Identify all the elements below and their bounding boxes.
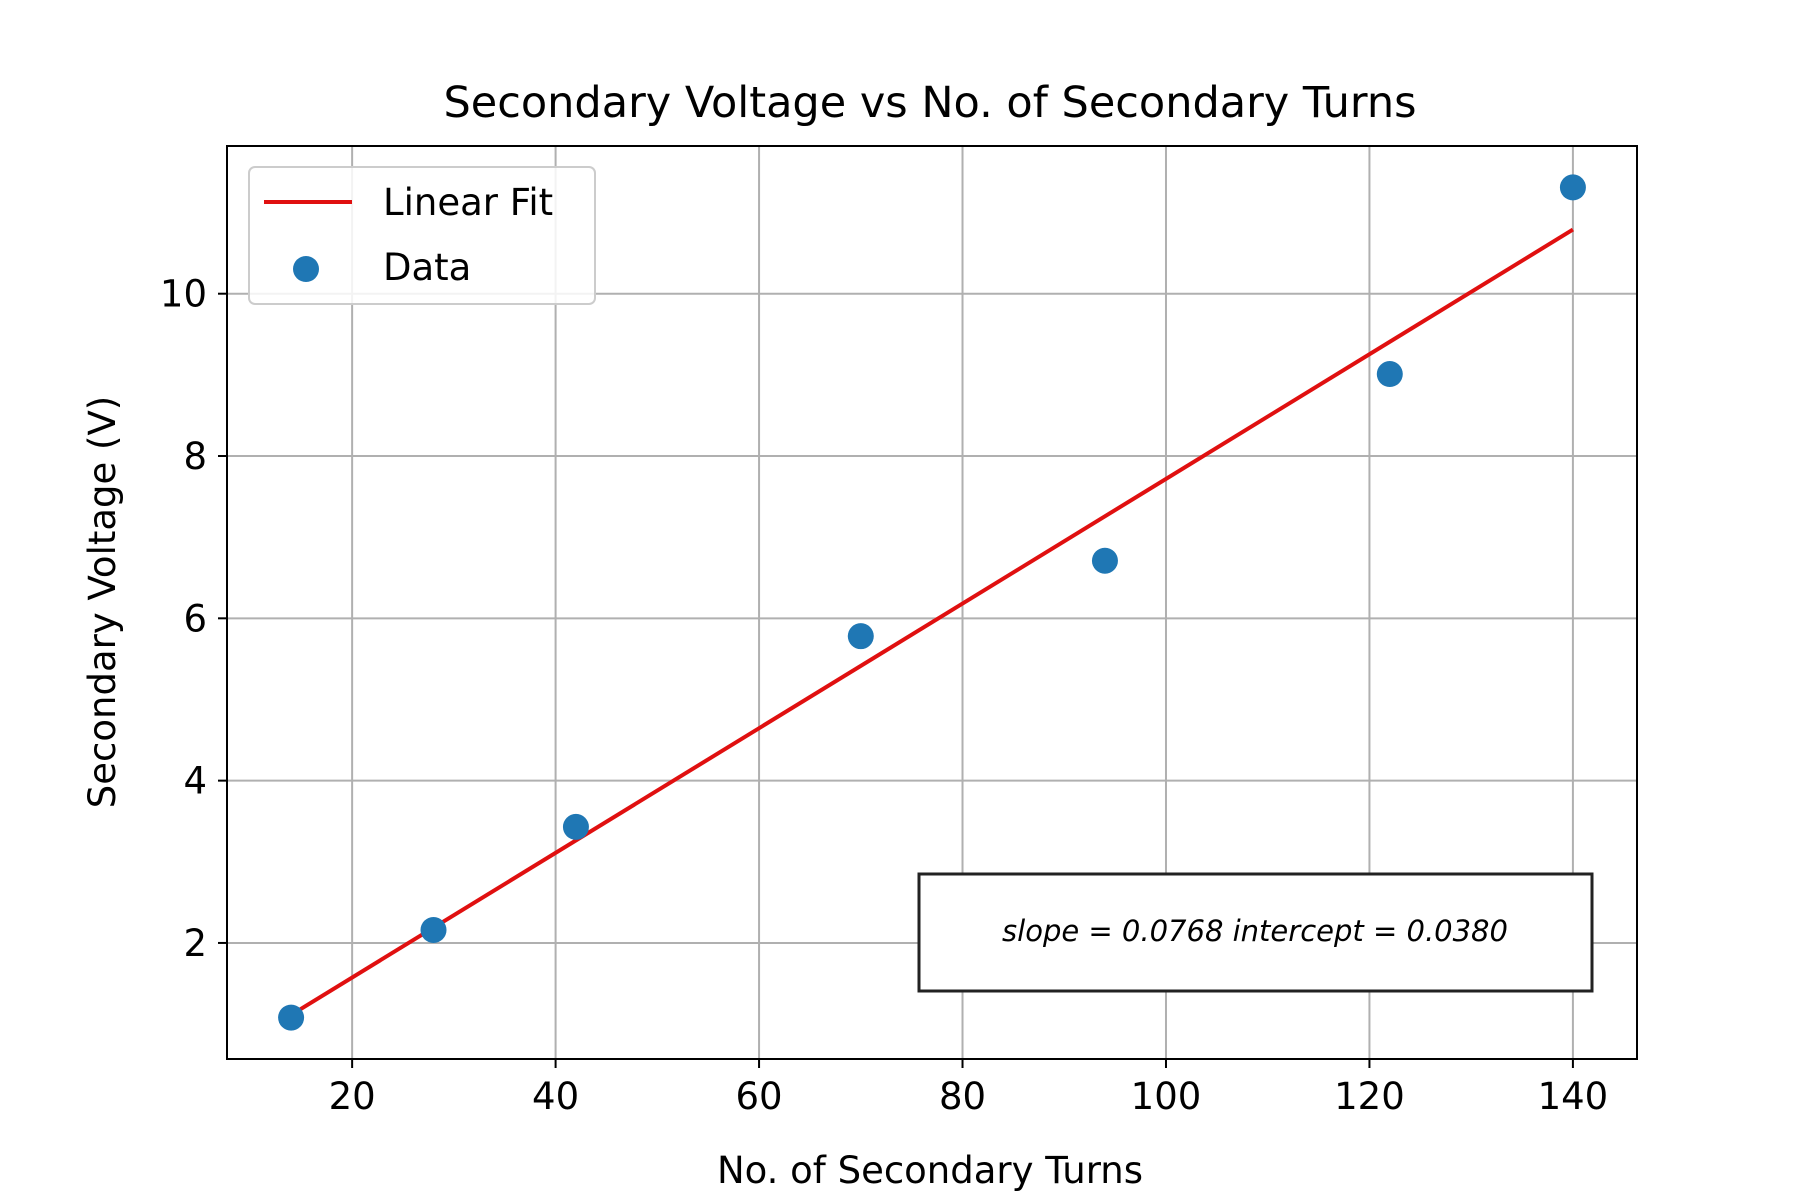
data-point	[1376, 361, 1403, 388]
plot-frame	[226, 145, 1638, 1060]
annotation-text: slope = 0.0768 intercept = 0.0380	[1002, 914, 1508, 948]
linear-fit-line	[290, 227, 1574, 1017]
x-tick-label: 100	[1131, 1075, 1202, 1118]
y-tick-label: 8	[183, 435, 207, 478]
chart-title: Secondary Voltage vs No. of Secondary Tu…	[443, 78, 1416, 128]
data-point	[1091, 547, 1118, 574]
data-point	[278, 1004, 305, 1031]
fit-annotation: slope = 0.0768 intercept = 0.0380	[917, 872, 1594, 993]
data-point	[562, 813, 589, 840]
x-tick-label: 120	[1334, 1075, 1405, 1118]
data-point	[420, 916, 447, 943]
legend: Linear Fit Data	[248, 166, 596, 305]
x-axis-label: No. of Secondary Turns	[717, 1149, 1143, 1192]
points-layer	[278, 174, 1586, 1031]
legend-data-swatch	[293, 256, 319, 282]
ticks-layer: 20 40 60 80 100 120 140 2 4 6 8 10	[160, 273, 1608, 1118]
x-tick-label: 140	[1538, 1075, 1609, 1118]
data-point	[1559, 174, 1586, 201]
legend-data-label: Data	[383, 246, 471, 289]
y-tick-label: 2	[183, 922, 207, 965]
data-point	[847, 623, 874, 650]
legend-fit-label: Linear Fit	[383, 181, 553, 224]
annotation-box	[917, 872, 1594, 993]
x-tick-label: 60	[736, 1075, 783, 1118]
y-tick-label: 10	[160, 273, 207, 316]
x-tick-label: 40	[532, 1075, 579, 1118]
x-tick-label: 20	[329, 1075, 376, 1118]
y-tick-label: 4	[183, 760, 207, 803]
fit-layer	[290, 227, 1574, 1017]
y-axis-label: Secondary Voltage (V)	[81, 396, 124, 808]
y-tick-label: 6	[183, 597, 207, 640]
x-tick-label: 80	[939, 1075, 986, 1118]
